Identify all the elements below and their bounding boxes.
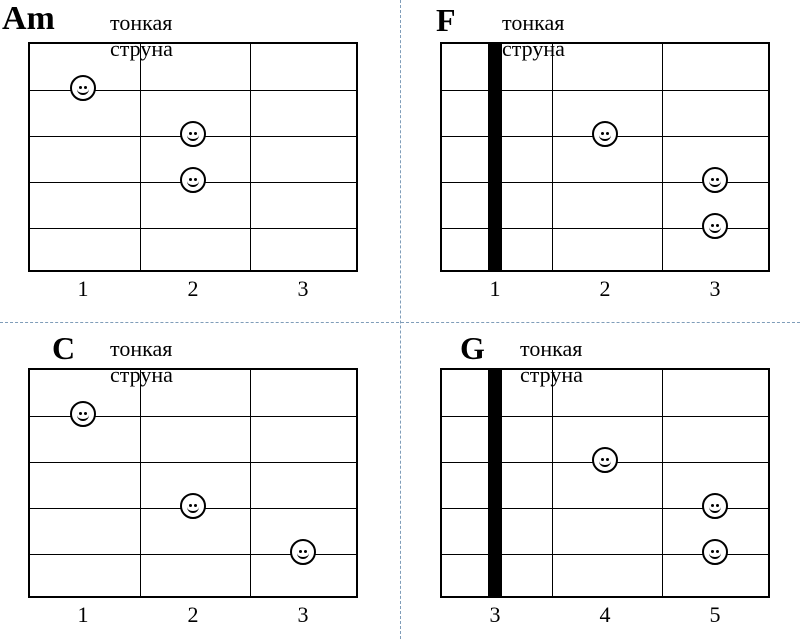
fret-label: 2 <box>183 276 203 302</box>
grid-vline <box>250 44 251 270</box>
grid-vline <box>662 44 663 270</box>
grid-vline <box>552 44 553 270</box>
finger-dot <box>592 121 618 147</box>
fret-label: 2 <box>183 602 203 628</box>
fret-label: 1 <box>485 276 505 302</box>
finger-dot <box>702 213 728 239</box>
finger-dot <box>70 401 96 427</box>
grid-vline <box>140 370 141 596</box>
chord-name: Am <box>2 0 55 38</box>
chord-name: C <box>52 330 75 367</box>
grid-vline <box>662 370 663 596</box>
fret-label: 1 <box>73 602 93 628</box>
finger-dot <box>592 447 618 473</box>
barre <box>488 42 502 272</box>
finger-dot <box>702 539 728 565</box>
chord-name: F <box>436 2 456 39</box>
grid-vline <box>140 44 141 270</box>
finger-dot <box>180 121 206 147</box>
fret-label: 3 <box>485 602 505 628</box>
finger-dot <box>70 75 96 101</box>
grid-vline <box>552 370 553 596</box>
finger-dot <box>180 493 206 519</box>
fret-label: 3 <box>293 602 313 628</box>
grid-hline <box>30 462 356 463</box>
chord-chart-page: Amтонкая струна123Fтонкая струна123Cтонк… <box>0 0 800 639</box>
finger-dot <box>702 493 728 519</box>
finger-dot <box>180 167 206 193</box>
finger-dot <box>702 167 728 193</box>
fret-label: 3 <box>293 276 313 302</box>
finger-dot <box>290 539 316 565</box>
divider-vertical <box>400 0 401 639</box>
fret-label: 5 <box>705 602 725 628</box>
fret-label: 1 <box>73 276 93 302</box>
chord-name: G <box>460 330 485 367</box>
fret-label: 3 <box>705 276 725 302</box>
barre <box>488 368 502 598</box>
grid-hline <box>30 228 356 229</box>
fret-label: 2 <box>595 276 615 302</box>
fret-label: 4 <box>595 602 615 628</box>
grid-vline <box>250 370 251 596</box>
